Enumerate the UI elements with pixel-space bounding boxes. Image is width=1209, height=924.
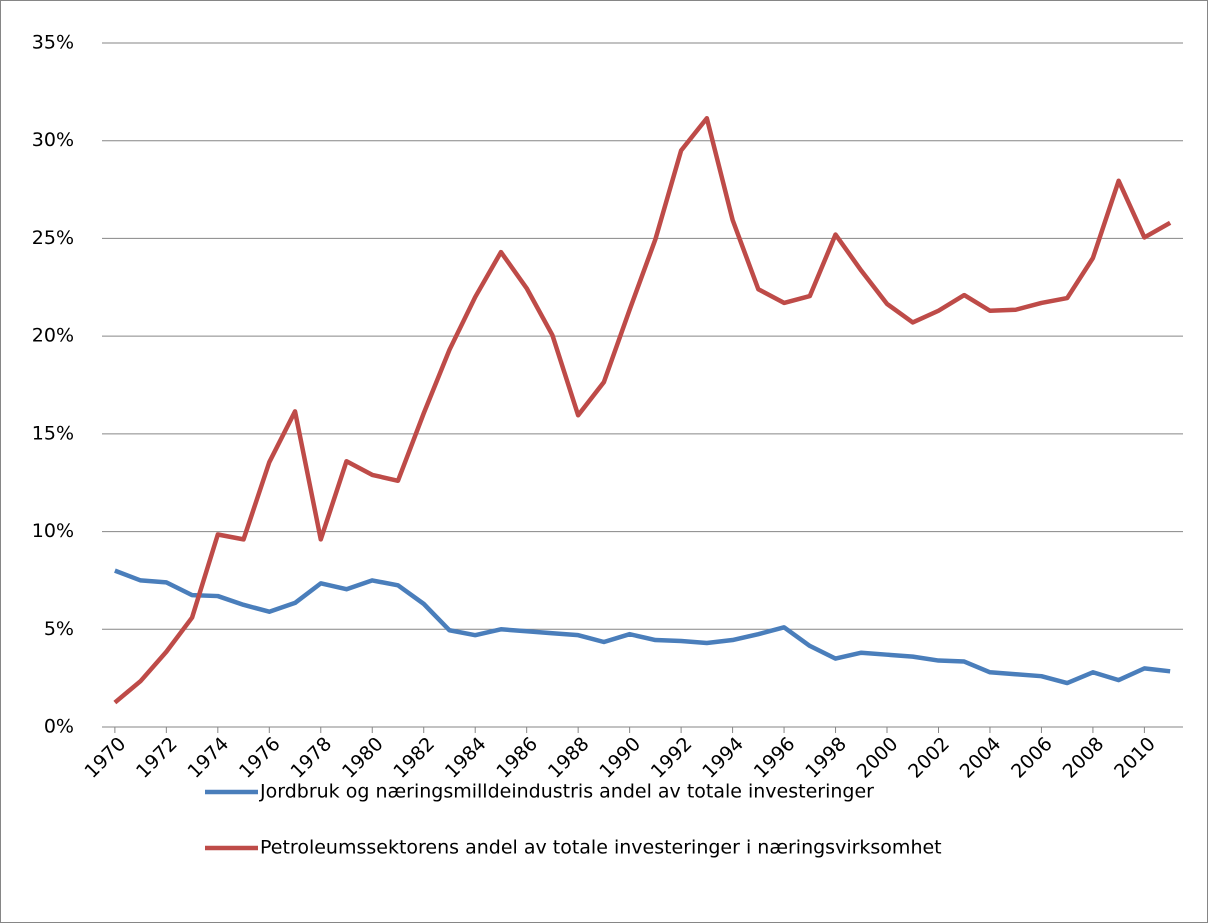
y-tick-label: 5% <box>44 618 74 640</box>
y-tick-label: 25% <box>32 227 74 249</box>
y-tick-label: 35% <box>32 32 74 54</box>
y-tick-label: 15% <box>32 422 74 444</box>
legend-label: Jordbruk og næringsmilldeindustris andel… <box>259 781 874 803</box>
legend-label: Petroleumssektorens andel av totale inve… <box>260 837 942 859</box>
series-line <box>114 568 1171 686</box>
y-tick-label: 20% <box>32 325 74 347</box>
y-tick-label: 10% <box>32 520 74 542</box>
series-line <box>113 115 1172 705</box>
y-tick-label: 0% <box>44 716 74 738</box>
y-tick-label: 30% <box>32 129 74 151</box>
